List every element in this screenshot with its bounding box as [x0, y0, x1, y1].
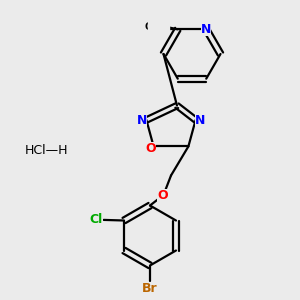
Text: Br: Br	[142, 282, 158, 295]
Text: HCl—H: HCl—H	[25, 143, 68, 157]
Text: N: N	[136, 113, 147, 127]
Polygon shape	[148, 19, 169, 32]
Text: O: O	[157, 189, 168, 203]
Text: CH₃: CH₃	[145, 22, 164, 32]
Text: O: O	[145, 142, 156, 155]
Text: N: N	[201, 23, 211, 36]
Text: Cl: Cl	[89, 213, 103, 226]
Text: N: N	[195, 113, 206, 127]
